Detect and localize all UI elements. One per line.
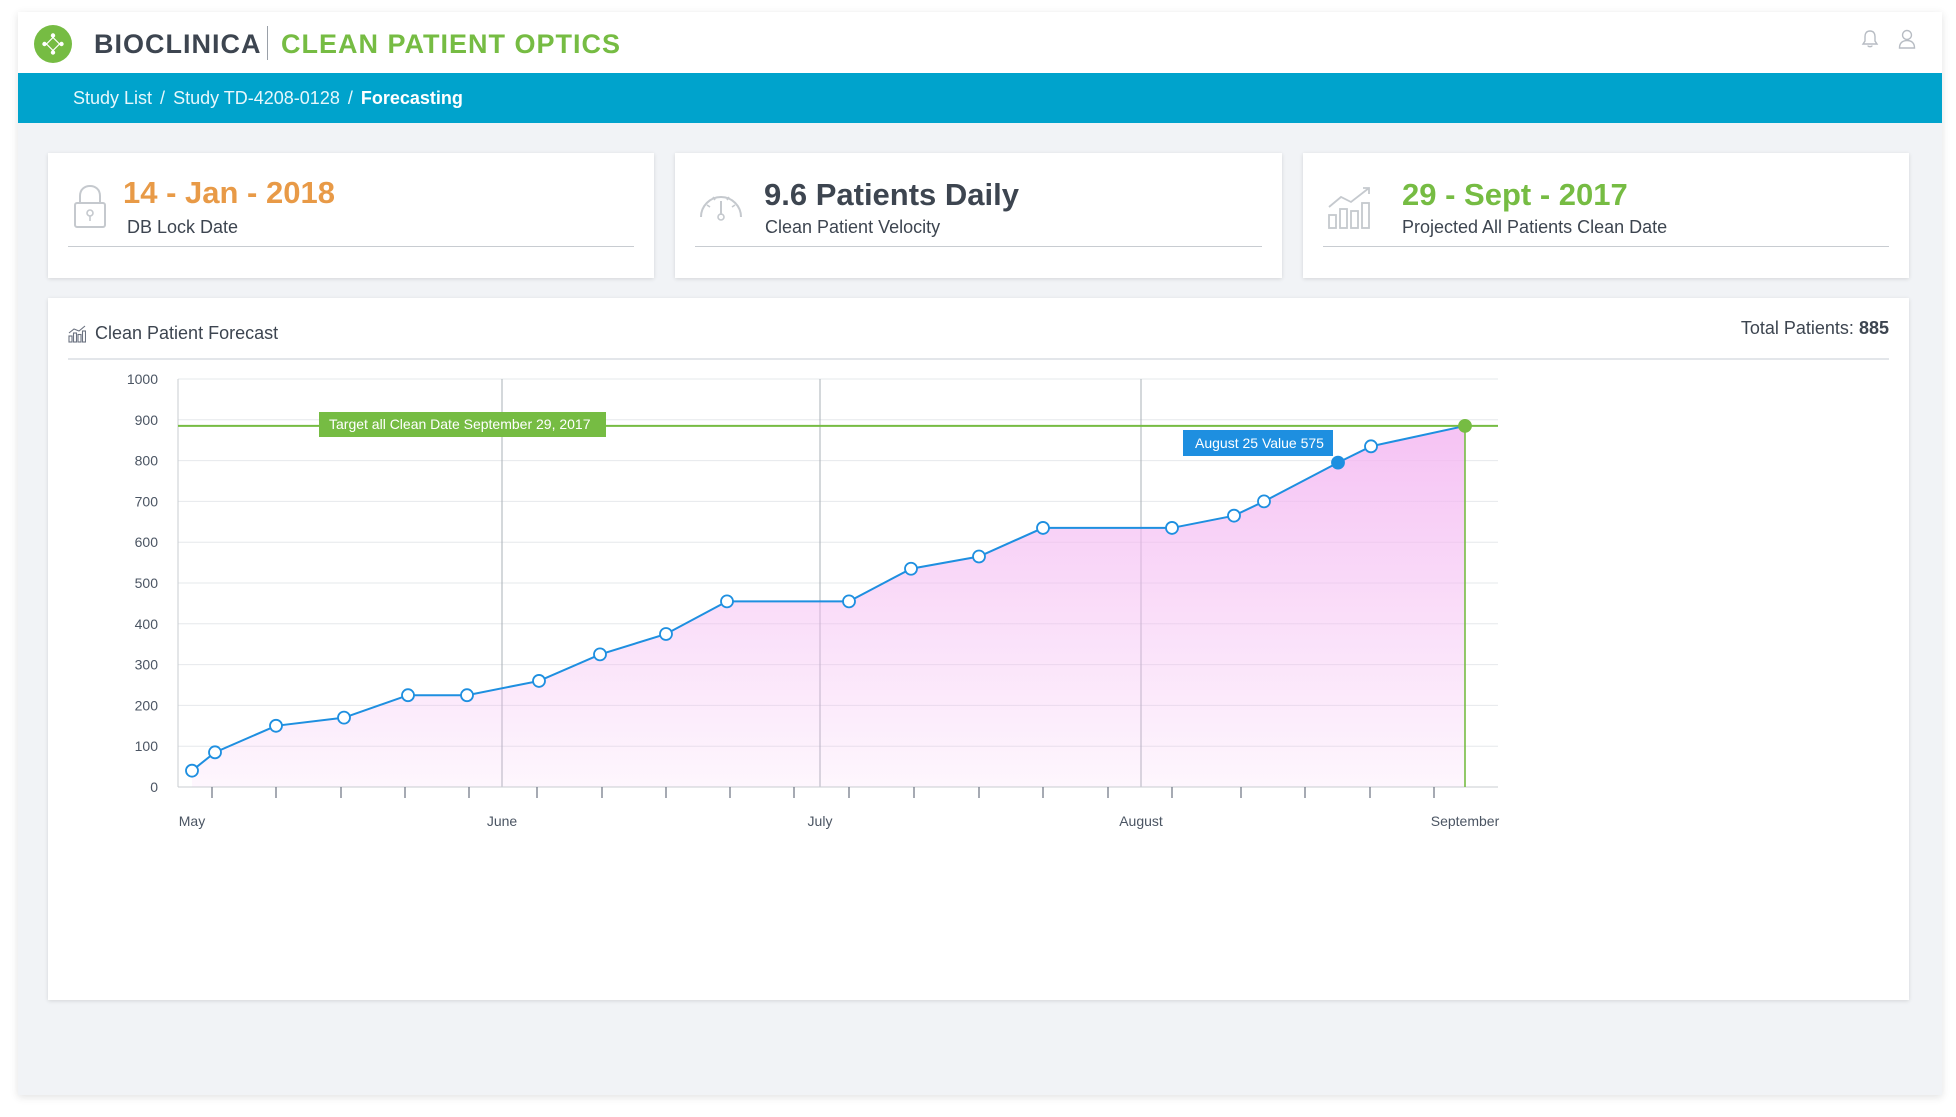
bar-chart-icon bbox=[68, 325, 87, 343]
kpi-divider bbox=[695, 246, 1262, 247]
y-tick-label: 0 bbox=[150, 779, 158, 795]
chart-axes: 0 100 200 300 400 500 600 700 800 900 1000 May June J… bbox=[127, 371, 1500, 829]
data-point[interactable] bbox=[401, 688, 415, 703]
tooltip-box bbox=[1183, 430, 1333, 456]
breadcrumb: Study List / Study TD-4208-0128 / Forecastin… bbox=[73, 73, 463, 123]
tooltip-label: August 25 Value 575 bbox=[1195, 435, 1324, 451]
user-icon[interactable] bbox=[1898, 28, 1916, 50]
data-point[interactable] bbox=[904, 561, 918, 576]
x-tick-label: August bbox=[1119, 813, 1163, 829]
chart-panel: Clean Patient Forecast Total Patients: 8… bbox=[48, 298, 1909, 1000]
y-tick-label: 200 bbox=[135, 697, 159, 713]
chart-tooltip-layer: August 25 Value 575 bbox=[1183, 430, 1333, 456]
kpi-value: 29 - Sept - 2017 bbox=[1402, 177, 1628, 212]
data-point[interactable] bbox=[1331, 455, 1345, 470]
data-point[interactable] bbox=[532, 674, 546, 688]
kpi-label: DB Lock Date bbox=[127, 217, 239, 237]
y-tick-label: 600 bbox=[135, 534, 159, 550]
y-tick-label: 900 bbox=[135, 412, 159, 428]
data-point[interactable] bbox=[185, 763, 199, 778]
data-point[interactable] bbox=[1165, 521, 1179, 535]
kpi-value: 9.6 Patients Daily bbox=[764, 177, 1020, 212]
growth-chart-icon bbox=[1325, 183, 1370, 231]
kpi-card-projected-date: 29 - Sept - 2017 Projected All Patients … bbox=[1303, 153, 1909, 278]
kpi-value: 14 - Jan - 2018 bbox=[123, 175, 335, 210]
forecast-chart: 0 100 200 300 400 500 600 700 800 900 1000 May June J… bbox=[127, 371, 1500, 829]
kpi-card-db-lock: 14 - Jan - 2018 DB Lock Date bbox=[48, 153, 654, 278]
breadcrumb-bar: Study List / Study TD-4208-0128 / Forecastin… bbox=[18, 73, 1942, 123]
kpi-label: Clean Patient Velocity bbox=[765, 217, 941, 237]
breadcrumb-study-list[interactable]: Study List bbox=[73, 88, 153, 108]
breadcrumb-separator: / bbox=[160, 88, 166, 108]
data-point[interactable] bbox=[1227, 508, 1241, 523]
chart-target-layer: Target all Clean Date September 29, 2017 bbox=[178, 412, 1498, 787]
data-point[interactable] bbox=[659, 627, 673, 641]
y-tick-label: 700 bbox=[135, 493, 159, 509]
total-patients-value: 885 bbox=[1858, 318, 1889, 338]
breadcrumb-current: Forecasting bbox=[360, 88, 463, 108]
data-point[interactable] bbox=[720, 594, 734, 609]
data-point[interactable] bbox=[1036, 521, 1050, 535]
breadcrumb-separator: / bbox=[347, 88, 353, 108]
kpi-label: Projected All Patients Clean Date bbox=[1402, 217, 1668, 237]
gauge-icon bbox=[697, 183, 742, 231]
logo-mark bbox=[42, 33, 64, 55]
app-frame: BIOCLINICA CLEAN PATIENT OPTICS Study Li… bbox=[18, 12, 1942, 1095]
y-tick-label: 800 bbox=[135, 453, 159, 469]
y-tick-label: 1000 bbox=[127, 371, 158, 387]
top-bar: BIOCLINICA CLEAN PATIENT OPTICS bbox=[18, 12, 1942, 73]
data-point[interactable] bbox=[1458, 419, 1472, 433]
brand-name: BIOCLINICA bbox=[94, 29, 262, 59]
series-area bbox=[192, 425, 1465, 787]
y-tick-label: 400 bbox=[135, 616, 159, 632]
target-label-box bbox=[319, 412, 606, 437]
kpi-divider bbox=[1323, 246, 1889, 247]
x-tick-label: September bbox=[1431, 813, 1500, 829]
data-point[interactable] bbox=[972, 549, 986, 564]
data-point[interactable] bbox=[337, 710, 351, 725]
data-point[interactable] bbox=[460, 688, 474, 703]
data-point[interactable] bbox=[269, 718, 283, 733]
total-patients-label: Total Patients: bbox=[1740, 318, 1854, 338]
target-label: Target all Clean Date September 29, 2017 bbox=[329, 416, 591, 432]
data-point[interactable] bbox=[208, 745, 222, 760]
lock-icon bbox=[70, 183, 110, 231]
y-tick-label: 500 bbox=[135, 575, 159, 591]
total-patients: Total Patients: 885 bbox=[1741, 318, 1889, 339]
chart-divider bbox=[68, 358, 1889, 360]
chart-title: Clean Patient Forecast bbox=[95, 323, 279, 343]
y-tick-label: 100 bbox=[135, 738, 159, 754]
brand-divider bbox=[267, 26, 268, 60]
x-tick-label: May bbox=[179, 813, 205, 829]
data-point[interactable] bbox=[593, 647, 607, 662]
product-name: CLEAN PATIENT OPTICS bbox=[281, 29, 622, 59]
kpi-card-velocity: 9.6 Patients Daily Clean Patient Velocit… bbox=[675, 153, 1282, 278]
kpi-divider bbox=[68, 246, 634, 247]
x-tick-label: June bbox=[487, 813, 518, 829]
breadcrumb-study[interactable]: Study TD-4208-0128 bbox=[173, 88, 340, 108]
data-point[interactable] bbox=[1364, 439, 1378, 454]
x-tick-label: July bbox=[808, 813, 833, 829]
data-point[interactable] bbox=[842, 594, 856, 609]
data-point[interactable] bbox=[1257, 494, 1271, 509]
chart-area-layer bbox=[192, 425, 1465, 787]
y-tick-label: 300 bbox=[135, 657, 159, 673]
bell-icon[interactable] bbox=[1861, 29, 1879, 49]
logo-icon[interactable] bbox=[34, 25, 72, 63]
chart-points-layer[interactable] bbox=[185, 419, 1472, 778]
